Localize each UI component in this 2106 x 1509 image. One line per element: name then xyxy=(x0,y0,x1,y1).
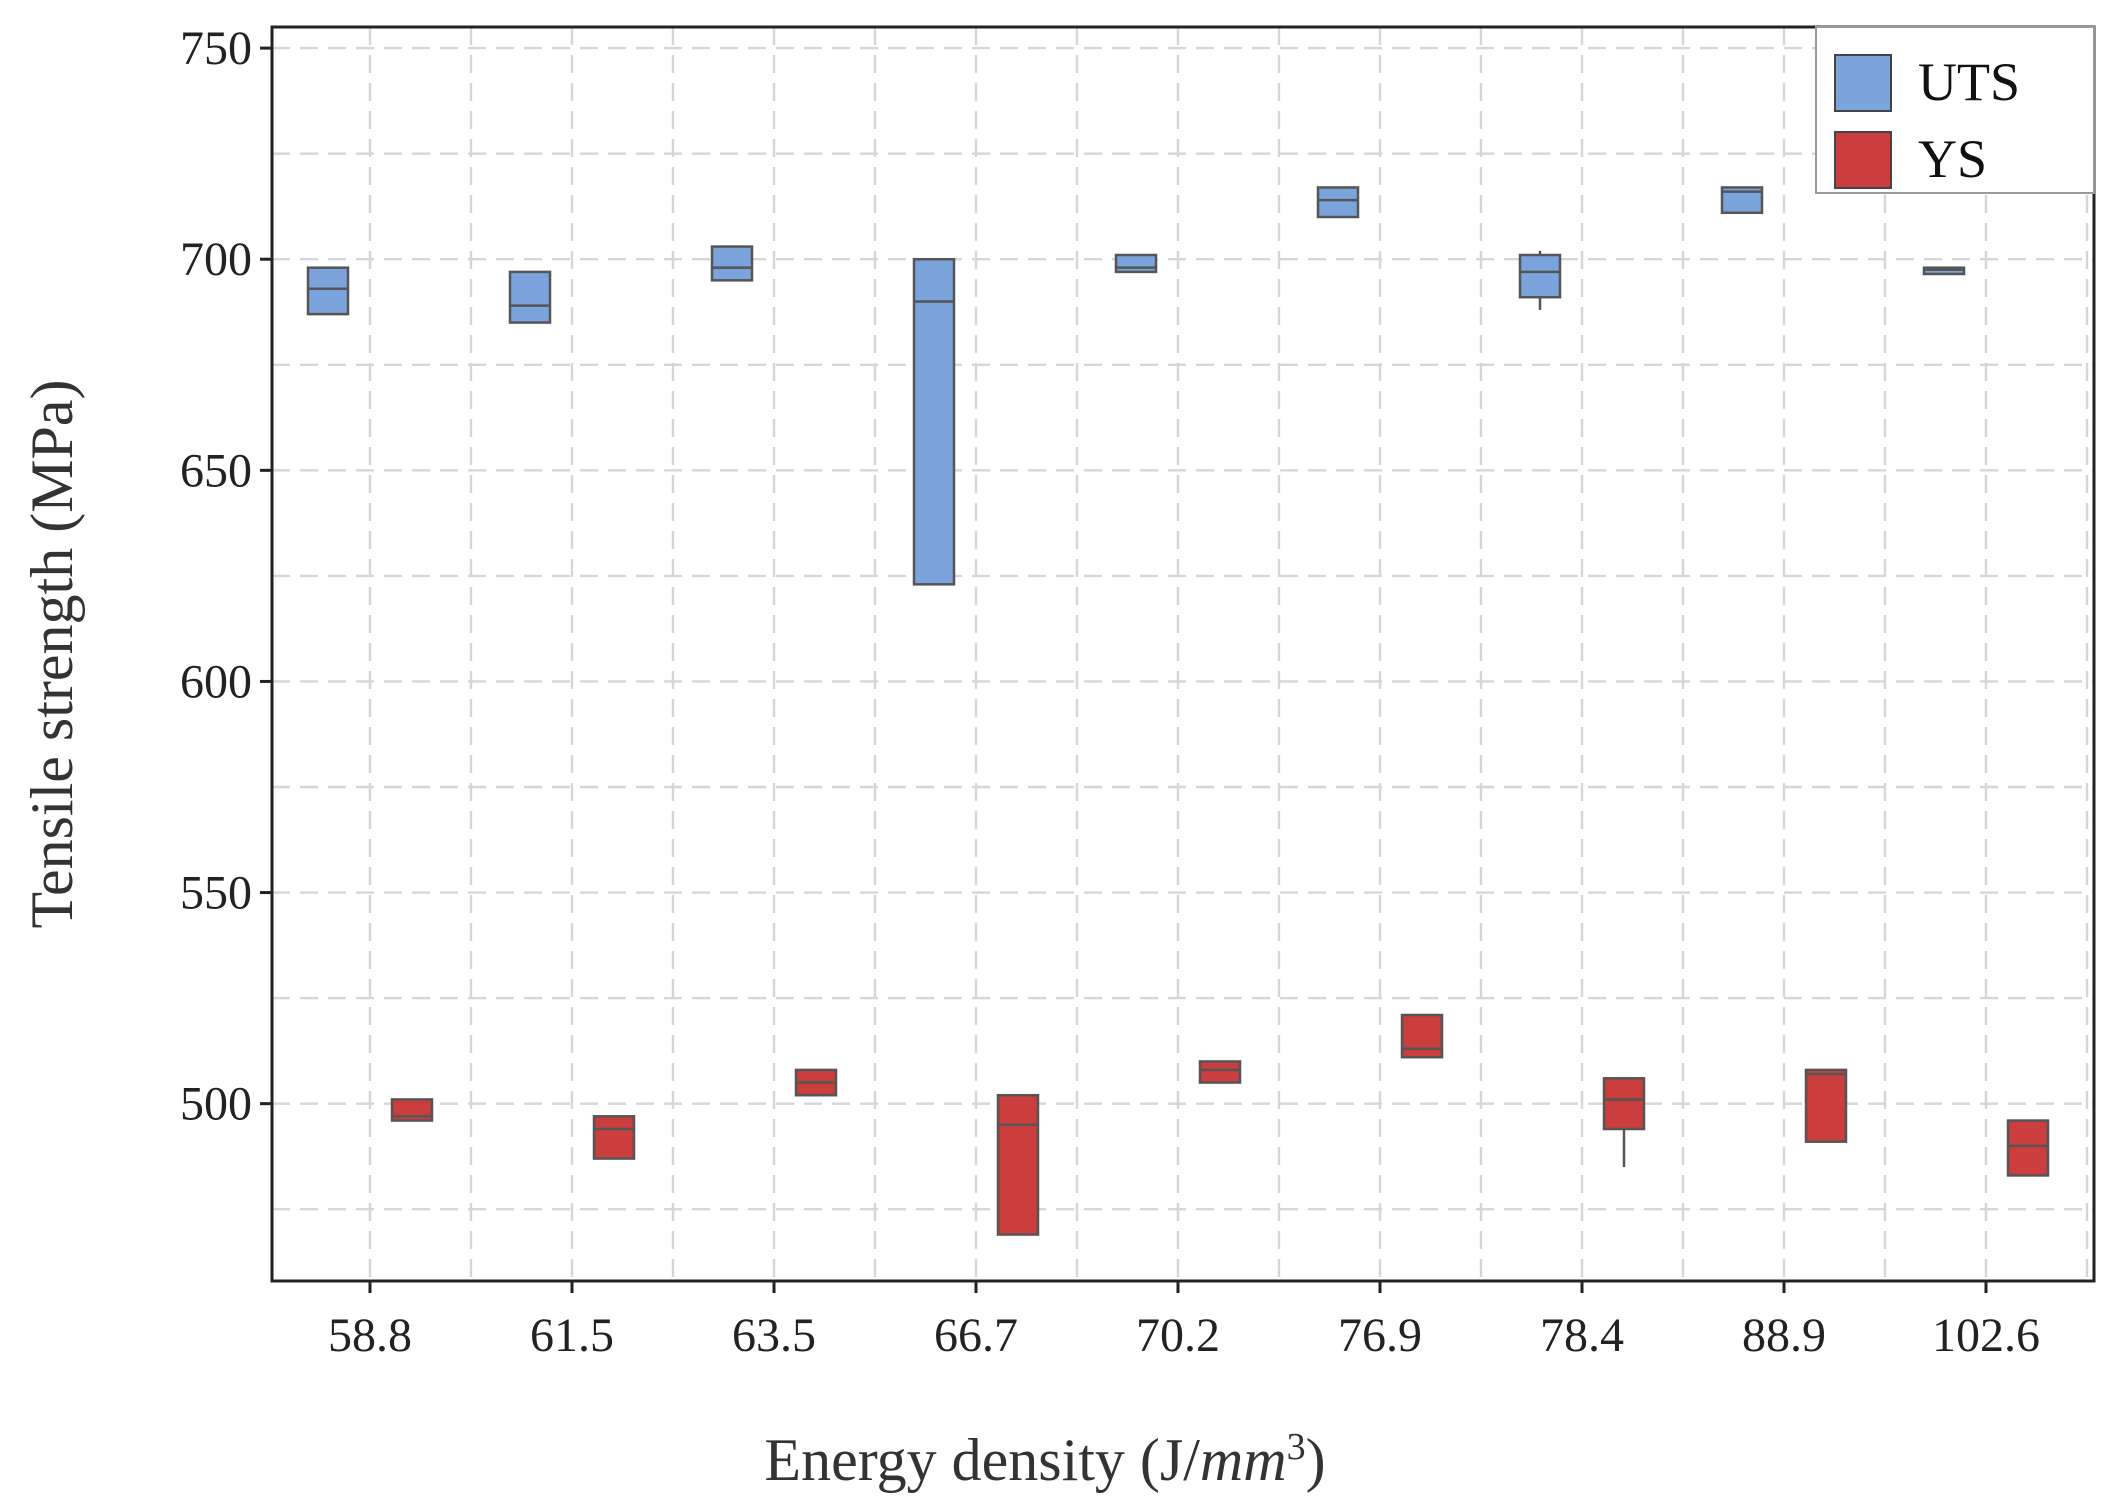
ys-box-78.4 xyxy=(1602,1077,1646,1167)
uts-box-76.9 xyxy=(1316,186,1360,219)
y-tick-label: 550 xyxy=(180,867,252,920)
ys-box-body xyxy=(1602,1077,1646,1131)
ys-box-102.6 xyxy=(2006,1119,2050,1177)
ys-box-58.8 xyxy=(390,1098,434,1122)
uts-box-63.5 xyxy=(710,245,754,282)
plot-frame xyxy=(270,25,2096,1283)
y-tick-label: 650 xyxy=(180,444,252,497)
uts-box-body xyxy=(1114,253,1158,274)
x-tick-label: 61.5 xyxy=(530,1309,614,1362)
ys-box-66.7 xyxy=(996,1093,1040,1236)
ys-box-body xyxy=(1804,1068,1848,1143)
ys-box-body xyxy=(1198,1060,1242,1084)
y-axis-title: Tensile strength (MPa) xyxy=(19,379,85,928)
uts-box-body xyxy=(1316,186,1360,219)
ys-box-body xyxy=(592,1115,636,1160)
uts-box-88.9 xyxy=(1720,186,1764,215)
x-tick-label: 66.7 xyxy=(934,1309,1018,1362)
ys-box-63.5 xyxy=(794,1068,838,1097)
x-axis-title: Energy density (J/mm3) xyxy=(764,1426,1325,1493)
uts-box-78.4 xyxy=(1518,250,1562,310)
box-series xyxy=(306,186,2050,1236)
uts-box-body xyxy=(912,257,956,586)
x-tick-label: 76.9 xyxy=(1338,1309,1422,1362)
uts-box-66.7 xyxy=(912,257,956,586)
uts-box-body xyxy=(710,245,754,282)
legend-label-uts: UTS xyxy=(1918,52,2020,112)
y-tick-label: 700 xyxy=(180,233,252,286)
axes: 500 550 600 650 700 750 58.8 61.5 63.5 66.7 70.2 76… xyxy=(180,22,2040,1362)
y-tick-label: 500 xyxy=(180,1078,252,1131)
x-tick-label: 102.6 xyxy=(1932,1309,2040,1362)
y-tick-label: 600 xyxy=(180,655,252,708)
uts-box-58.8 xyxy=(306,266,350,316)
legend-swatch-ys xyxy=(1834,131,1892,189)
legend-swatch-uts xyxy=(1834,54,1892,112)
ys-box-61.5 xyxy=(592,1115,636,1160)
ys-box-body xyxy=(996,1093,1040,1236)
ys-box-88.9 xyxy=(1804,1068,1848,1143)
uts-box-70.2 xyxy=(1114,253,1158,274)
x-tick-label: 88.9 xyxy=(1742,1309,1826,1362)
x-tick-label: 70.2 xyxy=(1136,1309,1220,1362)
uts-box-102.6 xyxy=(1922,266,1966,276)
ys-box-body xyxy=(2006,1119,2050,1177)
uts-box-body xyxy=(306,266,350,316)
ys-box-body xyxy=(1400,1013,1444,1059)
x-tick-label: 63.5 xyxy=(732,1309,816,1362)
uts-box-body xyxy=(508,270,552,324)
x-tick-label: 78.4 xyxy=(1540,1309,1624,1362)
legend: UTS YS xyxy=(1815,26,2095,194)
legend-label-ys: YS xyxy=(1918,129,1987,189)
x-tick-label: 58.8 xyxy=(328,1309,412,1362)
ys-box-76.9 xyxy=(1400,1013,1444,1059)
uts-box-body xyxy=(1518,253,1562,299)
ys-box-70.2 xyxy=(1198,1060,1242,1084)
y-tick-label: 750 xyxy=(180,22,252,75)
grid-lines xyxy=(272,27,2094,1281)
uts-box-61.5 xyxy=(508,270,552,324)
